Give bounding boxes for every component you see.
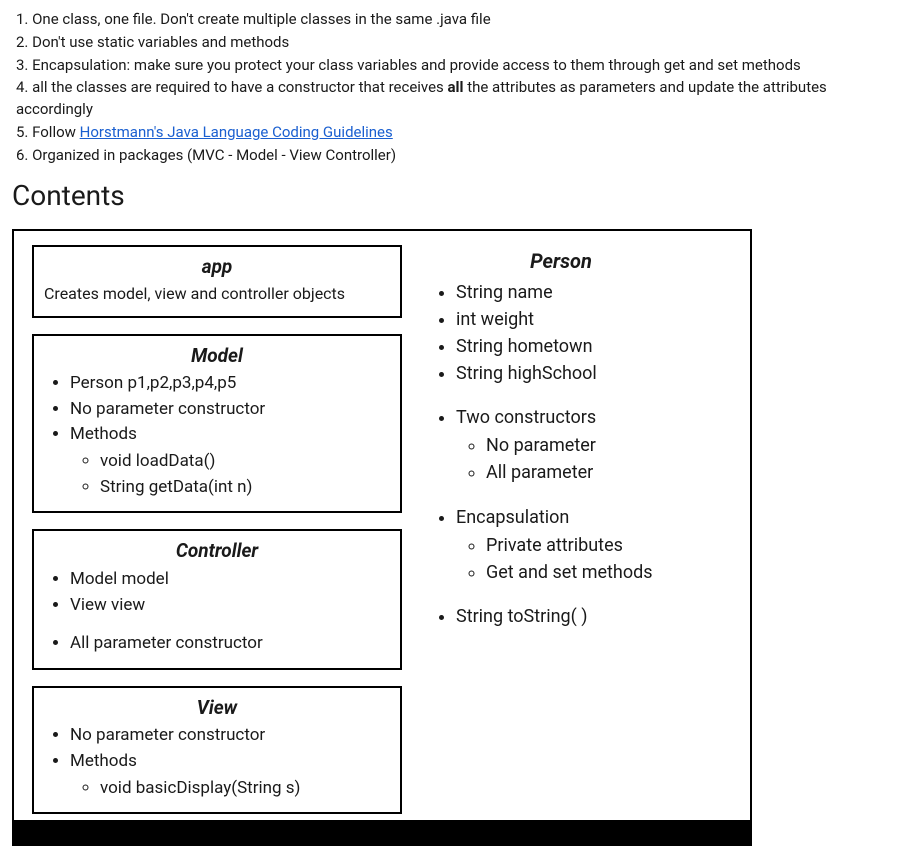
rule-3: 3. Encapsulation: make sure you protect … <box>16 55 885 77</box>
model-item: Person p1,p2,p3,p4,p5 <box>70 371 390 396</box>
rule-2: 2. Don't use static variables and method… <box>16 32 885 54</box>
two-constructors-label: Two constructors <box>456 407 596 428</box>
person-tostring-item: String toString( ) <box>456 604 732 630</box>
person-attr: String name <box>456 280 732 306</box>
person-encap-sub: Get and set methods <box>486 560 732 586</box>
left-column: app Creates model, view and controller o… <box>32 245 402 820</box>
person-constructor-item: Two constructors No parameter All parame… <box>456 405 732 486</box>
view-box: View No parameter constructor Methods vo… <box>32 686 402 814</box>
rule-5-pre: 5. Follow <box>16 123 80 141</box>
view-title: View <box>44 694 390 722</box>
model-method: String getData(int n) <box>100 475 390 500</box>
rule-4-pre: 4. all the classes are required to have … <box>16 78 448 96</box>
model-method: void loadData() <box>100 449 390 474</box>
controller-item: View view <box>70 593 390 618</box>
view-methods-label: Methods <box>70 751 137 771</box>
view-method: void basicDisplay(String s) <box>100 776 390 801</box>
redaction-bar <box>14 820 750 844</box>
model-item: Methods void loadData() String getData(i… <box>70 422 390 499</box>
horstmann-link[interactable]: Horstmann's Java Language Coding Guideli… <box>80 123 393 141</box>
rule-6: 6. Organized in packages (MVC - Model - … <box>16 145 885 167</box>
view-item: No parameter constructor <box>70 723 390 748</box>
rule-4: 4. all the classes are required to have … <box>16 77 885 121</box>
right-column: Person String name int weight String hom… <box>430 245 732 648</box>
person-constructor: All parameter <box>486 460 732 486</box>
controller-box: Controller Model model View view All par… <box>32 529 402 669</box>
model-methods-label: Methods <box>70 424 137 444</box>
encapsulation-label: Encapsulation <box>456 507 569 528</box>
person-encap-sub: Private attributes <box>486 533 732 559</box>
rule-5: 5. Follow Horstmann's Java Language Codi… <box>16 122 885 144</box>
app-title: app <box>44 253 390 281</box>
person-attr: String highSchool <box>456 361 732 387</box>
person-encap-item: Encapsulation Private attributes Get and… <box>456 505 732 586</box>
contents-heading: Contents <box>12 176 885 217</box>
controller-item: Model model <box>70 567 390 592</box>
person-attributes: String name int weight String hometown S… <box>430 280 732 387</box>
person-encapsulation: Encapsulation Private attributes Get and… <box>430 505 732 586</box>
controller-title: Controller <box>44 537 390 565</box>
person-title: Person <box>430 247 732 276</box>
app-box: app Creates model, view and controller o… <box>32 245 402 318</box>
person-attr: String hometown <box>456 334 732 360</box>
person-constructors: Two constructors No parameter All parame… <box>430 405 732 486</box>
model-title: Model <box>44 342 390 370</box>
rule-4-bold: all <box>448 78 464 96</box>
person-constructor: No parameter <box>486 433 732 459</box>
controller-item: All parameter constructor <box>70 631 390 656</box>
model-box: Model Person p1,p2,p3,p4,p5 No parameter… <box>32 334 402 514</box>
model-item: No parameter constructor <box>70 397 390 422</box>
person-tostring: String toString( ) <box>430 604 732 630</box>
rules-list: 1. One class, one file. Don't create mul… <box>12 9 885 166</box>
person-attr: int weight <box>456 307 732 333</box>
view-item: Methods void basicDisplay(String s) <box>70 749 390 800</box>
rule-1: 1. One class, one file. Don't create mul… <box>16 9 885 31</box>
app-subtitle: Creates model, view and controller objec… <box>44 282 390 305</box>
mvc-diagram: app Creates model, view and controller o… <box>12 229 752 846</box>
